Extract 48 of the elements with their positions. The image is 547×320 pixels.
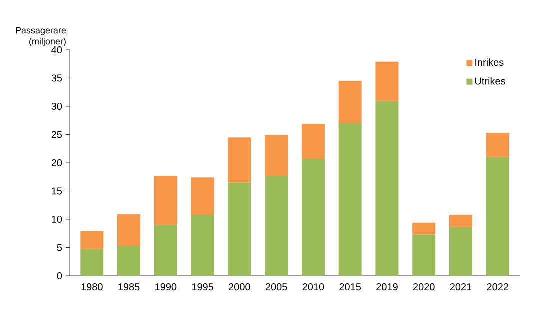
bar <box>376 101 399 276</box>
bar <box>118 214 141 246</box>
bar <box>118 246 141 276</box>
y-tick-label: 35 <box>52 74 62 82</box>
bar <box>412 222 436 235</box>
bar <box>449 214 472 228</box>
bar <box>376 62 399 102</box>
bar <box>228 182 252 276</box>
bar <box>191 214 214 276</box>
x-tick-label: 2005 <box>266 284 288 291</box>
bar <box>302 159 325 276</box>
y-tick-label: 40 <box>52 46 62 54</box>
y-tick-label: 10 <box>52 216 62 224</box>
bar <box>80 249 104 276</box>
x-tick-label: 2010 <box>302 284 324 291</box>
bar <box>449 227 472 276</box>
x-tick-label: 1995 <box>192 284 214 291</box>
y-tick-label: 15 <box>52 188 62 195</box>
bar <box>265 135 288 176</box>
bar <box>228 138 252 183</box>
bar <box>338 123 362 276</box>
x-tick-label: 2021 <box>450 284 472 291</box>
y-tick-label: 5 <box>57 244 62 252</box>
x-tick-label: 2015 <box>340 284 362 291</box>
bar <box>412 234 436 276</box>
bar <box>338 81 362 124</box>
x-tick-label: 2000 <box>229 284 250 291</box>
bar <box>154 225 178 276</box>
x-tick-label: 2022 <box>487 284 508 291</box>
bar <box>265 176 288 276</box>
y-axis-title: Passagerare (miljoner) <box>16 27 66 46</box>
x-tick-label: 1990 <box>156 284 177 291</box>
x-tick-label: 2019 <box>376 284 398 291</box>
bar <box>486 133 510 158</box>
bar <box>154 176 178 226</box>
x-tick-label: 1985 <box>118 284 140 291</box>
x-tick-label: 2020 <box>413 284 435 291</box>
bar <box>191 178 214 215</box>
legend-label: Utrikes <box>475 77 506 85</box>
x-tick-label: 1980 <box>82 284 103 291</box>
bar <box>486 157 510 276</box>
y-tick-label: 25 <box>52 131 62 138</box>
bar <box>302 124 325 160</box>
legend-label: Inrikes <box>476 58 504 66</box>
y-tick-label: 30 <box>52 102 62 110</box>
y-tick-label: 0 <box>57 272 62 280</box>
y-tick-label: 20 <box>52 159 62 167</box>
bar <box>80 231 104 250</box>
